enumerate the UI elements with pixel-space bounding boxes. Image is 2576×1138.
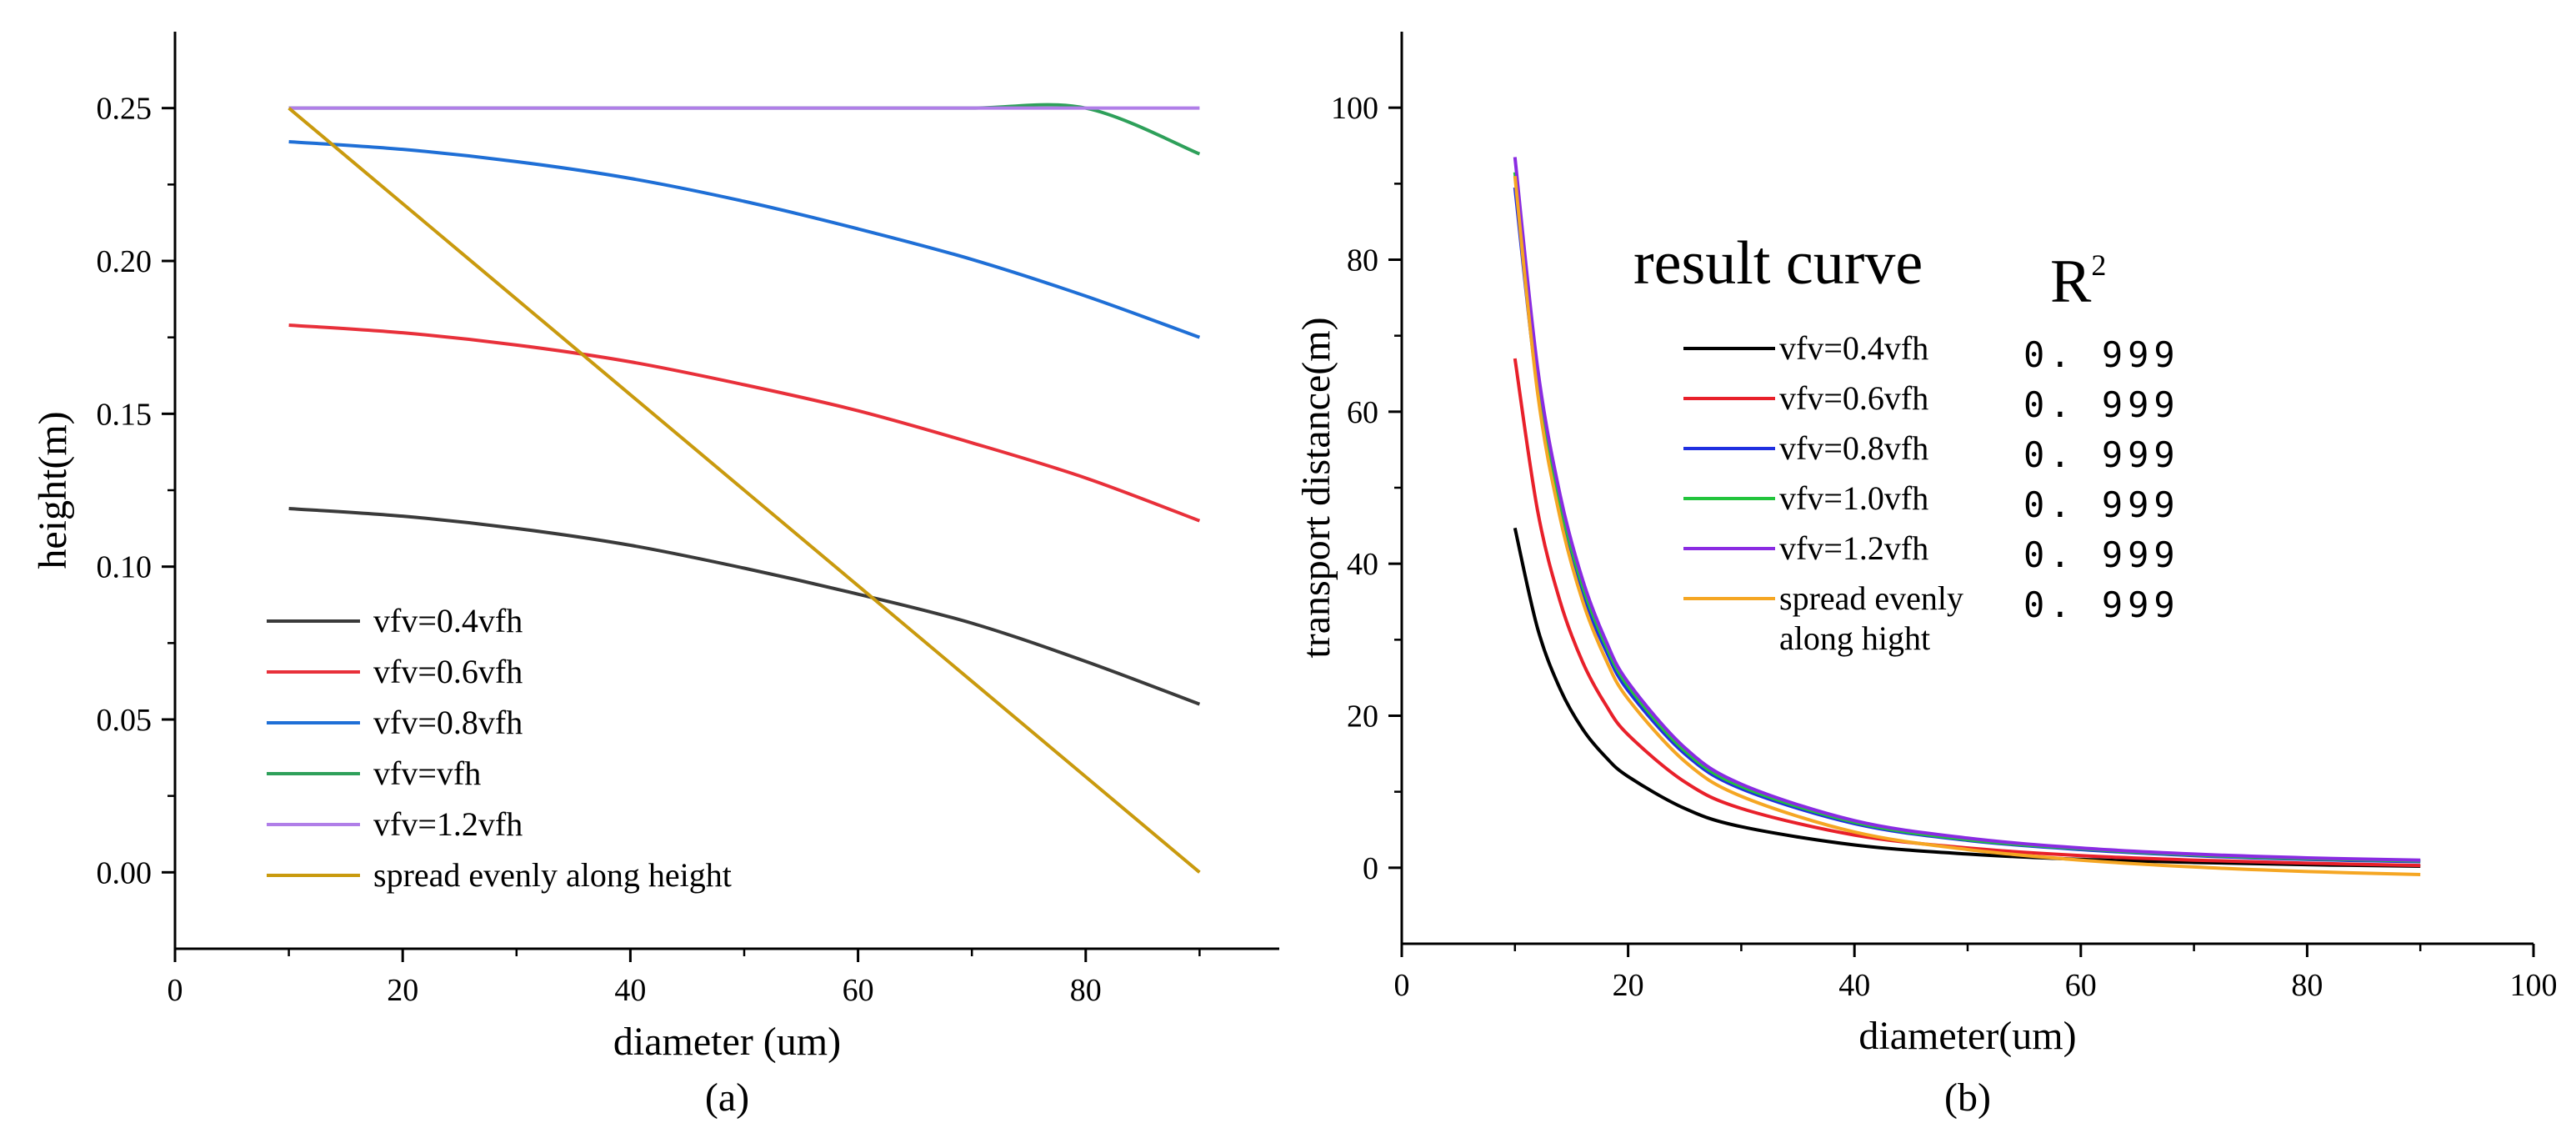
panel-b-y-tick-label: 0	[1363, 851, 1378, 886]
panel-b-y-tick-label: 20	[1347, 699, 1378, 734]
panel-b-y-tick-label: 60	[1347, 395, 1378, 430]
panel-b-legend-label: vfv=0.4vfh	[1779, 329, 1928, 367]
panel-b-legend-label: vfv=1.2vfh	[1779, 529, 1928, 567]
panel-a-series-line-6	[288, 107, 1201, 874]
panel-a-x-tick-label: 0	[168, 973, 183, 1008]
panel-b-legend-label: vfv=1.0vfh	[1779, 479, 1928, 517]
panel-b-panel-label: (b)	[1944, 1075, 1991, 1120]
panel-a-x-tick-label: 40	[614, 973, 646, 1008]
panel-a-y-tick-label: 0.25	[97, 92, 153, 127]
panel-a-legend-label: vfv=0.6vfh	[373, 653, 523, 690]
panel-a-x-axis-label: diameter (um)	[613, 1020, 841, 1064]
panel-a-legend-label: vfv=0.4vfh	[373, 602, 523, 639]
panel-b-legend-label: spread evenly	[1779, 579, 1963, 617]
panel-a-y-tick-label: 0.00	[97, 855, 153, 890]
panel-b-r2-value: 0. 999	[2023, 384, 2180, 425]
panel-b-r2-value: 0. 999	[2023, 584, 2180, 625]
panel-a-y-tick-label: 0.15	[97, 397, 153, 432]
panel-b-r2-value: 0. 999	[2023, 484, 2180, 525]
panel-a-legend-label: vfv=1.2vfh	[373, 805, 523, 843]
panel-a-x-tick-label: 20	[387, 973, 418, 1008]
panel-b-legend-label: vfv=0.8vfh	[1779, 429, 1928, 467]
r2-header-sup: 2	[2091, 248, 2106, 282]
panel-a-series-line-1	[288, 507, 1201, 706]
panel-b-legend-label: along hight	[1779, 619, 1930, 657]
panel-a-legend-label: spread evenly along height	[373, 856, 732, 894]
panel-a-y-tick-label: 0.10	[97, 550, 153, 585]
panel-a-y-tick-label: 0.05	[97, 703, 153, 738]
panel-b-y-tick-label: 80	[1347, 243, 1378, 278]
r2-header-base: R	[2050, 248, 2092, 316]
panel-b-x-tick-label: 60	[2065, 968, 2097, 1003]
panel-a-panel-label: (a)	[705, 1075, 749, 1120]
panel-b-series-line-1	[1513, 527, 2421, 869]
panel-a-series-line-3	[288, 140, 1201, 339]
panel-b-r2-value: 0. 999	[2023, 534, 2180, 575]
panel-b-series-line-5	[1513, 157, 2421, 862]
panel-b-x-tick-label: 40	[1838, 968, 1870, 1003]
panel-b-x-tick-label: 20	[1613, 968, 1644, 1003]
chart-panel-b: 0 20 40 60 80 100 0 20 40 60 80 100 diameter(um) tran…	[1294, 32, 2558, 1120]
panel-a-x-tick-label: 60	[843, 973, 874, 1008]
panel-b-y-tick-label: 100	[1331, 91, 1378, 126]
panel-b-x-axis-label: diameter(um)	[1858, 1014, 2076, 1058]
panel-a-y-tick-label: 0.20	[97, 244, 153, 279]
panel-a-legend-label: vfv=vfh	[373, 754, 481, 792]
panel-b-r2-value: 0. 999	[2023, 334, 2180, 375]
chart-panel-a: 0 20 40 60 80 0.00 0.05 0.10 0.15 0.20 0.25 diamete…	[31, 32, 1279, 1120]
panel-a-y-axis-label: height(m)	[31, 411, 75, 569]
panel-a-series-line-2	[288, 323, 1201, 523]
panel-b-y-tick-label: 40	[1347, 547, 1378, 582]
panel-b-y-axis-label: transport distance(m)	[1294, 317, 1338, 658]
panel-b-series-line-6	[1513, 176, 2421, 877]
panel-a-series-line-4	[288, 103, 1201, 156]
panel-a-x-tick-label: 80	[1070, 973, 1102, 1008]
panel-b-x-tick-label: 0	[1394, 968, 1410, 1003]
panel-b-r2-value: 0. 999	[2023, 434, 2180, 475]
panel-b-legend-title: result curve	[1633, 229, 1923, 298]
panel-b-x-tick-label: 80	[2291, 968, 2323, 1003]
panel-b-series-line-2	[1513, 358, 2421, 868]
panel-a-legend-label: vfv=0.8vfh	[373, 704, 523, 741]
panel-b-x-tick-label: 100	[2510, 968, 2558, 1003]
panel-b-r2-header: R2	[2050, 248, 2106, 316]
panel-b-legend-label: vfv=0.6vfh	[1779, 379, 1928, 417]
